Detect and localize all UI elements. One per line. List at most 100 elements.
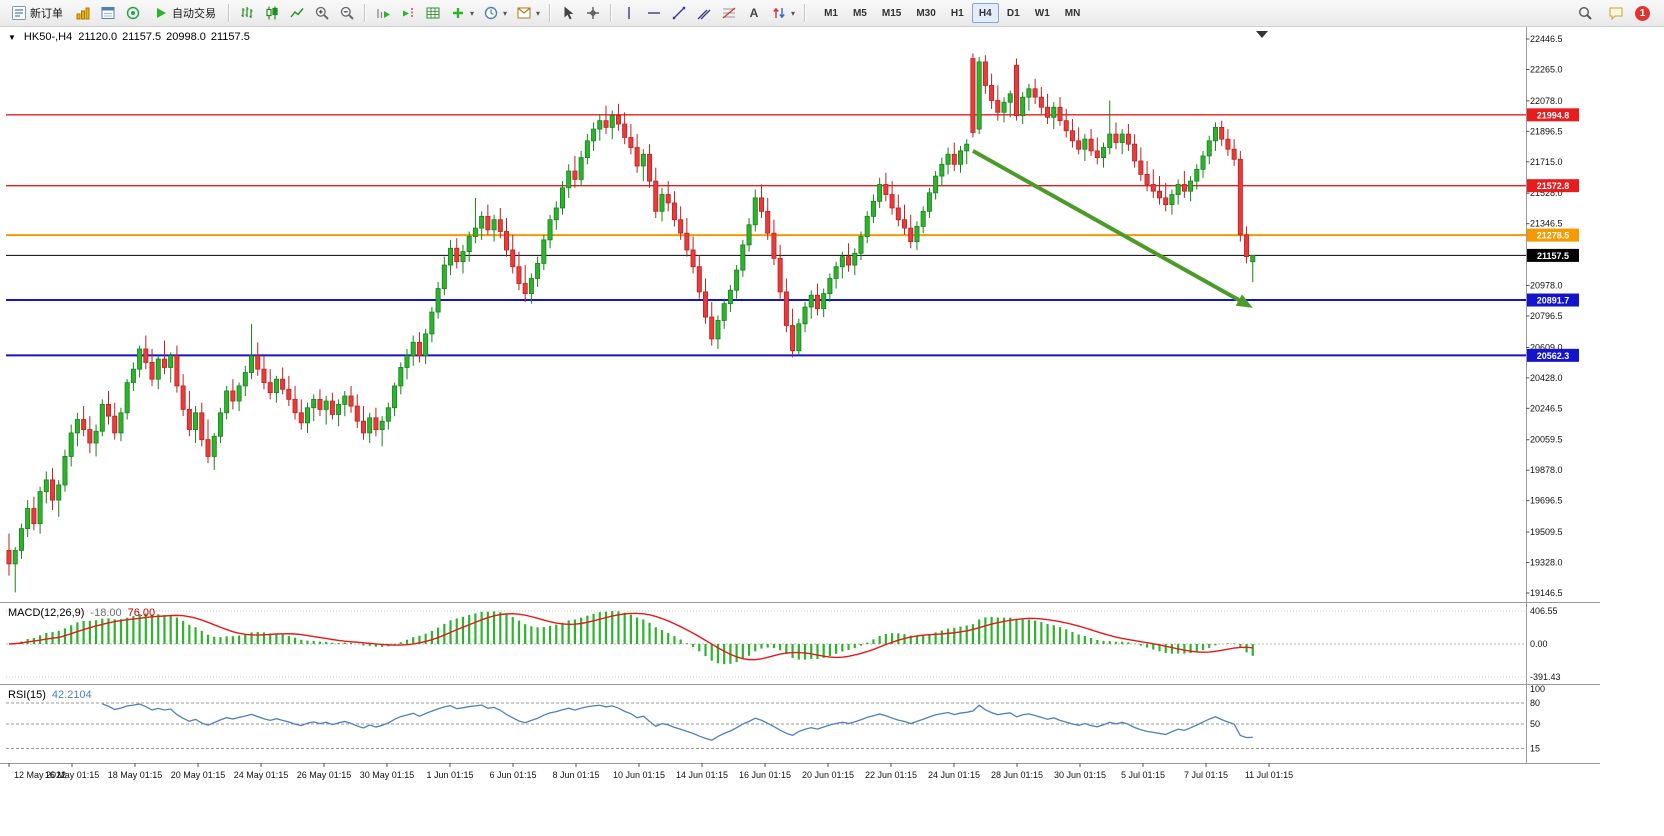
collapse-icon[interactable]: ▼: [8, 32, 16, 42]
bar-chart-button[interactable]: [235, 2, 259, 24]
zoom-out-button[interactable]: [335, 2, 359, 24]
price-badge-label: 20562.3: [1537, 351, 1570, 361]
candle: [522, 265, 528, 302]
chat-icon: [1609, 7, 1623, 21]
candle: [597, 113, 603, 141]
terminal-button[interactable]: [121, 2, 145, 24]
candle: [137, 345, 143, 378]
candle: [964, 139, 970, 165]
candle: [727, 285, 733, 313]
candle: [640, 149, 646, 182]
timeframe-button-d1[interactable]: D1: [1000, 3, 1027, 23]
market-watch-button[interactable]: [71, 2, 95, 24]
notification-badge[interactable]: 1: [1635, 5, 1650, 21]
price-axis-label: 20246.5: [1530, 403, 1563, 413]
candle: [99, 399, 105, 437]
timeframe-button-w1[interactable]: W1: [1028, 3, 1057, 23]
timeframe-button-m30[interactable]: M30: [909, 3, 942, 23]
add-indicator-button[interactable]: ▾: [446, 2, 478, 24]
equidistant-channel-icon: [697, 9, 711, 20]
candle: [634, 134, 640, 173]
horizontal-line-tool-button[interactable]: [642, 2, 666, 24]
toolbar-separator: [228, 4, 230, 22]
timeframe-button-m15[interactable]: M15: [875, 3, 908, 23]
rsi-axis-label: 100: [1530, 684, 1545, 694]
horizontal-line-icon: [648, 12, 661, 14]
candle: [510, 234, 516, 274]
candle: [1200, 150, 1206, 178]
toolbar-right-group: 1: [1573, 2, 1660, 24]
timeframe-button-m1[interactable]: M1: [817, 3, 845, 23]
symbol-title: HK50-,H4: [23, 31, 73, 43]
candlestick-chart-button[interactable]: [260, 2, 284, 24]
vertical-line-tool-button[interactable]: [617, 2, 641, 24]
macd-axis-label: 406.55: [1530, 606, 1558, 616]
chart-shift-button[interactable]: [396, 2, 420, 24]
horizontal-price-lines: [6, 114, 1526, 357]
fibonacci-tool-button[interactable]: [717, 2, 741, 24]
crosshair-button[interactable]: [581, 2, 605, 24]
candle: [435, 281, 441, 319]
price-badge-label: 21278.5: [1537, 231, 1570, 241]
macd-axis-label: -391.43: [1530, 672, 1561, 682]
chart-background[interactable]: [0, 27, 1664, 836]
data-window-button[interactable]: [96, 2, 120, 24]
candle: [81, 406, 87, 437]
candle: [336, 399, 342, 427]
zoom-in-button[interactable]: [310, 2, 334, 24]
templates-button[interactable]: ▾: [512, 2, 544, 24]
line-chart-button[interactable]: [285, 2, 309, 24]
channel-tool-button[interactable]: [692, 2, 716, 24]
price-axis[interactable]: 22446.5 22265.0 22078.0 21896.5 21715.0 21528…: [1526, 34, 1563, 598]
timeframe-button-h1[interactable]: H1: [944, 3, 971, 23]
price-axis-label: 19328.0: [1530, 558, 1563, 568]
candle: [665, 181, 671, 212]
candle: [553, 201, 559, 230]
candle: [1032, 78, 1038, 104]
candle: [1212, 122, 1218, 151]
clock-icon: [484, 6, 498, 20]
chart-plot[interactable]: 22446.5 22265.0 22078.0 21896.5 21715.0 21528…: [0, 27, 1664, 836]
candle: [491, 214, 497, 242]
time-axis-label: 26 May 01:15: [297, 770, 352, 780]
candle: [329, 392, 335, 420]
grid-button[interactable]: [421, 2, 445, 24]
candle: [559, 181, 565, 215]
candle: [112, 402, 118, 440]
price-badge: [1527, 108, 1579, 122]
candle: [217, 407, 223, 444]
arrows-tool-button[interactable]: ▾: [767, 2, 799, 24]
candle: [292, 385, 298, 420]
text-tool-button[interactable]: A: [742, 2, 766, 24]
auto-scroll-button[interactable]: [371, 2, 395, 24]
rsi-indicator-header: RSI(15) 42.2104: [8, 689, 92, 701]
chart-shift-marker[interactable]: [1256, 31, 1268, 38]
candle: [267, 369, 273, 400]
candle: [317, 389, 323, 417]
candle: [1007, 90, 1013, 118]
timeframe-button-m5[interactable]: M5: [846, 3, 874, 23]
timeframe-button-h4[interactable]: H4: [971, 3, 999, 23]
candle: [647, 144, 653, 188]
auto-trading-label: 自动交易: [172, 8, 216, 20]
auto-trading-button[interactable]: 自动交易: [146, 2, 223, 24]
periods-button[interactable]: ▾: [479, 2, 511, 24]
candle: [578, 150, 584, 187]
timeframe-button-mn[interactable]: MN: [1058, 3, 1088, 23]
candle: [628, 124, 634, 155]
candle: [1057, 97, 1063, 126]
candle: [1026, 83, 1032, 111]
new-order-button[interactable]: 新订单: [4, 2, 70, 24]
rsi-value: 42.2104: [51, 689, 92, 701]
candle: [1082, 134, 1088, 161]
chevron-down-icon: ▾: [536, 8, 541, 18]
candle: [609, 110, 615, 140]
chat-button[interactable]: [1604, 2, 1628, 24]
search-button[interactable]: [1573, 2, 1597, 24]
trendline-tool-button[interactable]: [667, 2, 691, 24]
bar-chart-icon: [241, 7, 253, 18]
cursor-button[interactable]: [556, 2, 580, 24]
trend-arrow[interactable]: [971, 149, 1240, 302]
candle: [1144, 160, 1150, 192]
